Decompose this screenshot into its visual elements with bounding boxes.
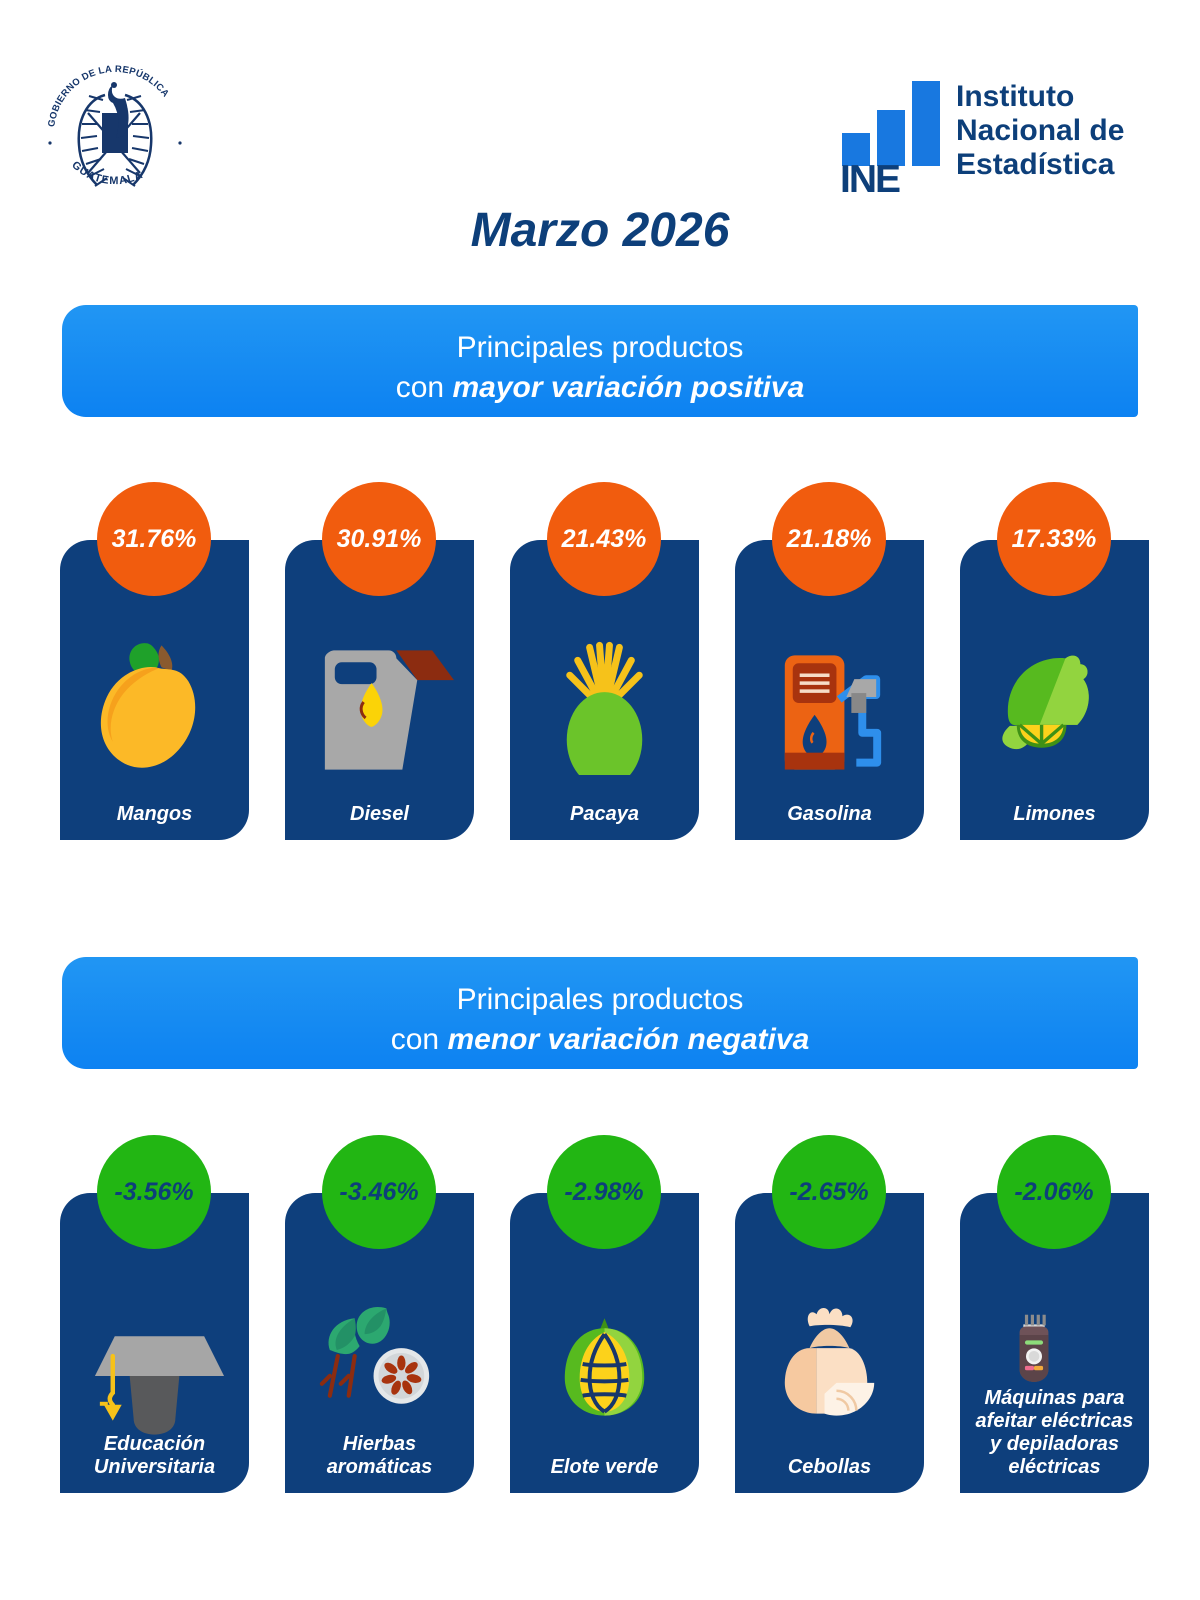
- svg-text:Estadística: Estadística: [956, 148, 1115, 181]
- svg-text:INE: INE: [840, 158, 900, 201]
- svg-text:Nacional de: Nacional de: [956, 114, 1124, 147]
- svg-text:Instituto: Instituto: [956, 80, 1074, 113]
